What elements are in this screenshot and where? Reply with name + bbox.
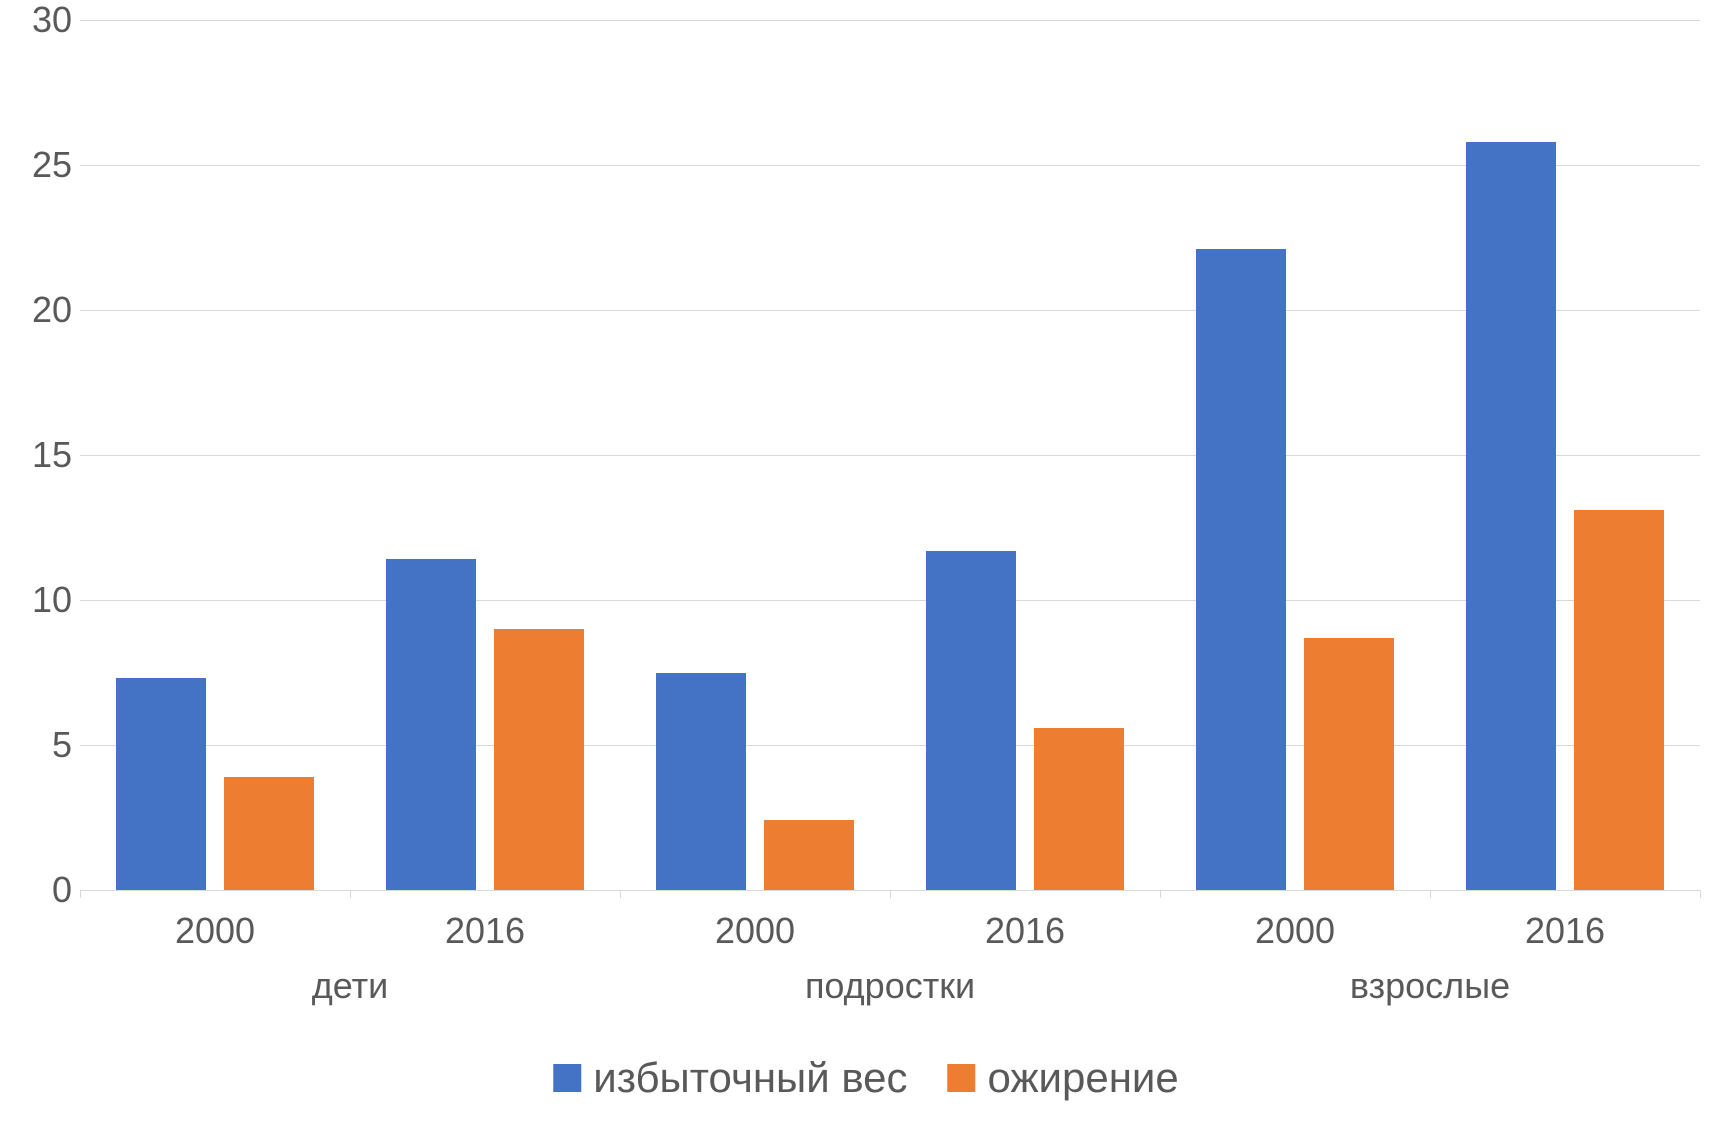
x-tick-mark bbox=[80, 890, 81, 898]
x-tick-mark bbox=[620, 890, 621, 898]
bar-ожирение bbox=[1574, 510, 1664, 890]
x-tick-year: 2000 bbox=[1255, 910, 1335, 952]
bar-ожирение bbox=[1034, 728, 1124, 890]
x-tick-year: 2016 bbox=[445, 910, 525, 952]
x-tick-year: 2016 bbox=[1525, 910, 1605, 952]
x-group-label: подростки bbox=[805, 965, 975, 1007]
x-tick-mark bbox=[350, 890, 351, 898]
gridline bbox=[80, 165, 1700, 166]
y-tick-label: 20 bbox=[12, 289, 72, 331]
gridline bbox=[80, 20, 1700, 21]
gridline bbox=[80, 455, 1700, 456]
legend-label: ожирение bbox=[988, 1054, 1179, 1102]
plot-area bbox=[80, 20, 1700, 890]
legend-label: избыточный вес bbox=[593, 1054, 907, 1102]
x-tick-year: 2000 bbox=[175, 910, 255, 952]
gridline bbox=[80, 600, 1700, 601]
x-group-label: взрослые bbox=[1350, 965, 1510, 1007]
y-tick-label: 15 bbox=[12, 434, 72, 476]
legend-item: избыточный вес bbox=[553, 1054, 907, 1102]
bar-избыточный-вес bbox=[116, 678, 206, 890]
bar-избыточный-вес bbox=[926, 551, 1016, 890]
legend-swatch bbox=[948, 1064, 976, 1092]
bar-ожирение bbox=[224, 777, 314, 890]
legend-swatch bbox=[553, 1064, 581, 1092]
bar-избыточный-вес bbox=[656, 673, 746, 891]
chart-container: 0 5 10 15 20 25 30 2000 2016 2000 2016 2000 2016 дет… bbox=[0, 0, 1732, 1122]
x-tick-mark bbox=[1700, 890, 1701, 898]
gridline bbox=[80, 310, 1700, 311]
x-tick-year: 2016 bbox=[985, 910, 1065, 952]
x-tick-year: 2000 bbox=[715, 910, 795, 952]
legend-item: ожирение bbox=[948, 1054, 1179, 1102]
x-tick-mark bbox=[1430, 890, 1431, 898]
legend: избыточный вес ожирение bbox=[553, 1054, 1178, 1102]
y-tick-label: 5 bbox=[12, 724, 72, 766]
bar-избыточный-вес bbox=[386, 559, 476, 890]
y-tick-label: 30 bbox=[12, 0, 72, 41]
x-group-label: дети bbox=[312, 965, 388, 1007]
y-tick-label: 0 bbox=[12, 869, 72, 911]
gridline bbox=[80, 745, 1700, 746]
bar-ожирение bbox=[494, 629, 584, 890]
bar-избыточный-вес bbox=[1466, 142, 1556, 890]
bar-избыточный-вес bbox=[1196, 249, 1286, 890]
y-tick-label: 25 bbox=[12, 144, 72, 186]
y-tick-label: 10 bbox=[12, 579, 72, 621]
bar-ожирение bbox=[1304, 638, 1394, 890]
x-tick-mark bbox=[1160, 890, 1161, 898]
bar-ожирение bbox=[764, 820, 854, 890]
x-tick-mark bbox=[890, 890, 891, 898]
